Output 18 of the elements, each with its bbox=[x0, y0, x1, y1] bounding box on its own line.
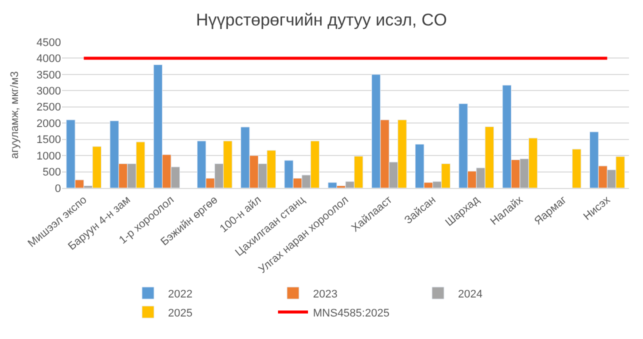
y-tick-label: 2000 bbox=[36, 118, 61, 130]
y-tick-label: 1000 bbox=[36, 150, 61, 162]
legend-label: 2025 bbox=[168, 307, 192, 320]
y-tick-label: 1500 bbox=[36, 134, 61, 146]
legend-label: 2023 bbox=[313, 288, 338, 300]
legend-label: MNS4585:2025 bbox=[313, 307, 390, 320]
y-tick-label: 500 bbox=[42, 166, 61, 179]
chart-title: Нүүрстөрөгчийн дутуу исэл, CO bbox=[196, 10, 448, 30]
y-axis-title: агууламж, мкг/м3 bbox=[9, 71, 22, 159]
y-tick-label: 3000 bbox=[36, 86, 61, 98]
bar bbox=[572, 148, 582, 188]
y-tick-label: 4000 bbox=[36, 53, 61, 66]
y-tick-label: 3500 bbox=[36, 69, 61, 82]
y-tick-label: 0 bbox=[54, 182, 61, 195]
legend-label: 2024 bbox=[458, 288, 482, 300]
legend-label: 2022 bbox=[168, 288, 192, 300]
y-tick-label: 4500 bbox=[36, 36, 61, 49]
y-tick-label: 2500 bbox=[36, 102, 61, 114]
